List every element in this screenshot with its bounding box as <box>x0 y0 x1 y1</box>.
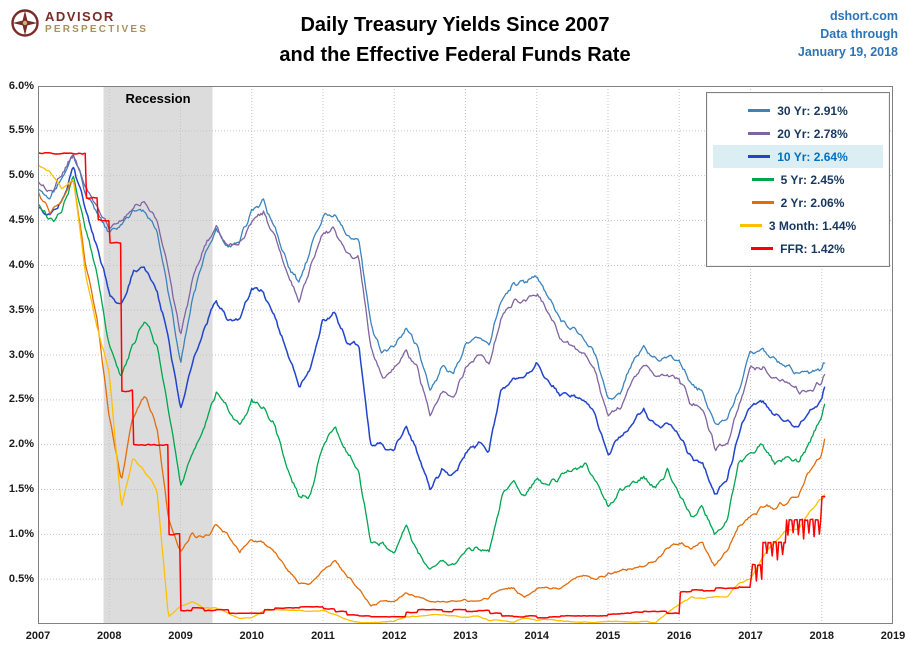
y-axis-label: 3.0% <box>8 348 34 361</box>
legend-item-2-yr: 2 Yr: 2.06% <box>713 191 883 214</box>
x-axis-label: 2009 <box>168 630 193 642</box>
legend-swatch-3-month <box>739 224 762 227</box>
y-axis-label: 0.5% <box>8 572 34 585</box>
source-label: Data through <box>820 27 898 41</box>
plot-border <box>38 86 893 624</box>
advisor-perspectives-logo: ADVISOR PERSPECTIVES <box>10 8 148 38</box>
legend-item-10-yr: 10 Yr: 2.64% <box>713 145 883 168</box>
chart-title-line1: Daily Treasury Yields Since 2007 <box>300 14 610 36</box>
x-axis-label: 2014 <box>524 630 549 642</box>
legend-label-3-month: 3 Month: 1.44% <box>768 218 857 233</box>
y-axis-label: 1.5% <box>8 483 34 495</box>
x-axis-label: 2011 <box>311 630 335 642</box>
legend-swatch-20-yr <box>748 132 771 135</box>
y-axis-label: 4.5% <box>8 214 34 226</box>
legend-swatch-5-yr <box>751 178 774 181</box>
x-axis-label: 2010 <box>239 630 264 642</box>
y-axis-label: 2.0% <box>8 438 34 451</box>
legend-item-30-yr: 30 Yr: 2.91% <box>713 99 883 122</box>
source-site: dshort.com <box>829 9 898 23</box>
series-line-ffr <box>38 151 826 619</box>
x-axis-label: 2018 <box>809 630 834 642</box>
legend-label-10-yr: 10 Yr: 2.64% <box>777 149 848 164</box>
recession-label: Recession <box>125 91 191 106</box>
legend-item-ffr: FFR: 1.42% <box>713 237 883 260</box>
legend-item-20-yr: 20 Yr: 2.78% <box>713 122 883 145</box>
legend-swatch-10-yr <box>748 155 771 158</box>
x-axis-label: 2012 <box>382 630 407 642</box>
x-axis-label: 2016 <box>667 630 692 642</box>
x-axis-label: 2019 <box>880 630 906 642</box>
legend-swatch-ffr <box>751 247 774 250</box>
y-axis-label: 5.5% <box>8 124 34 137</box>
series-line-20-yr <box>38 154 826 452</box>
y-axis-label: 5.0% <box>8 169 34 182</box>
series-line-10-yr <box>38 166 826 495</box>
source-note: dshort.com Data through January 19, 2018 <box>798 7 898 61</box>
treasury-yields-plot <box>38 86 893 624</box>
logo-line2: PERSPECTIVES <box>45 24 149 35</box>
source-date: January 19, 2018 <box>797 45 898 59</box>
chart-title: Daily Treasury Yields Since 2007 and the… <box>0 10 910 70</box>
x-axis-label: 2007 <box>25 630 51 642</box>
x-axis-label: 2013 <box>453 630 478 642</box>
series-line-30-yr <box>38 153 826 426</box>
x-axis-label: 2017 <box>738 630 763 642</box>
series-line-3-month <box>38 164 826 624</box>
legend-label-20-yr: 20 Yr: 2.78% <box>777 126 848 141</box>
plot-area: Recession 30 Yr: 2.91% 20 Yr: 2.78% 10 Yr:… <box>38 86 893 624</box>
logo-line1: ADVISOR <box>45 9 115 24</box>
y-axis-label: 1.0% <box>8 527 34 540</box>
y-axis-label: 4.0% <box>8 258 34 271</box>
legend-item-3-month: 3 Month: 1.44% <box>713 214 883 237</box>
legend-label-5-yr: 5 Yr: 2.45% <box>780 172 845 187</box>
series-line-5-yr <box>38 175 826 570</box>
legend-label-2-yr: 2 Yr: 2.06% <box>780 195 845 210</box>
x-axis-label: 2015 <box>595 630 621 642</box>
y-axis-label: 2.5% <box>8 393 34 406</box>
legend-item-5-yr: 5 Yr: 2.45% <box>713 168 883 191</box>
legend-label-30-yr: 30 Yr: 2.91% <box>777 103 848 118</box>
legend-swatch-2-yr <box>751 201 774 204</box>
compass-icon <box>11 9 39 37</box>
legend-swatch-30-yr <box>748 109 771 112</box>
chart-legend: 30 Yr: 2.91% 20 Yr: 2.78% 10 Yr: 2.64% 5 Yr… <box>706 92 890 267</box>
y-axis-label: 6.0% <box>8 79 34 92</box>
chart-title-line2: and the Effective Federal Funds Rate <box>279 44 631 66</box>
legend-label-ffr: FFR: 1.42% <box>780 241 845 256</box>
x-axis-label: 2008 <box>97 630 122 642</box>
y-axis-label: 3.5% <box>8 303 34 316</box>
